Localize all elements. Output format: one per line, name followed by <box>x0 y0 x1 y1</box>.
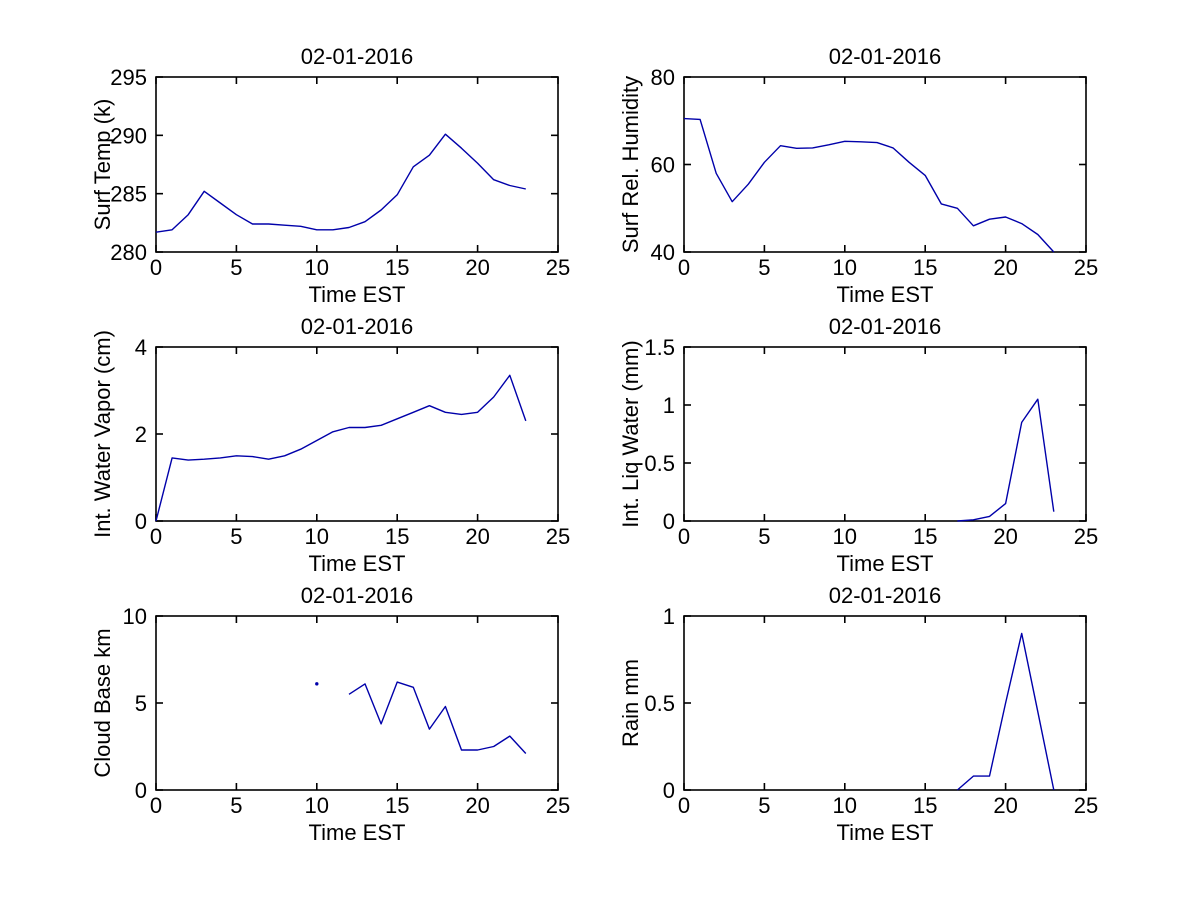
int-liq-water-xtick-label: 0 <box>678 524 690 549</box>
int-water-vapor-xtick-label: 15 <box>385 524 409 549</box>
cloud-base-xtick-label: 0 <box>150 793 162 818</box>
int-liq-water-xtick-label: 20 <box>993 524 1017 549</box>
surf-rel-humidity-xtick-label: 5 <box>758 255 770 280</box>
cloud-base-data-point <box>315 682 319 686</box>
surf-temp-data-line <box>155 133 526 233</box>
rain-ytick-label: 1 <box>663 604 675 629</box>
rain-xtick-label: 0 <box>678 793 690 818</box>
int-water-vapor-title: 02-01-2016 <box>301 314 414 339</box>
cloud-base-data-line <box>348 681 527 754</box>
surf-temp-xtick-label: 15 <box>385 255 409 280</box>
surf-rel-humidity-xtick-label: 15 <box>913 255 937 280</box>
subplot-int-liq-water: 0 5 10 15 20 25 0 0.5 1 1.5 02-01-2016 Time EST Int.… <box>618 314 1098 576</box>
int-liq-water-ytick-label: 0.5 <box>644 451 675 476</box>
cloud-base-ylabel: Cloud Base km <box>90 628 115 777</box>
surf-rel-humidity-xtick-label: 0 <box>678 255 690 280</box>
int-water-vapor-xlabel: Time EST <box>309 551 406 576</box>
surf-rel-humidity-ylabel: Surf Rel. Humidity <box>618 76 643 253</box>
cloud-base-ytick-label: 0 <box>135 778 147 803</box>
int-water-vapor-ytick-label: 0 <box>135 509 147 534</box>
surf-rel-humidity-xlabel: Time EST <box>837 282 934 307</box>
int-liq-water-xtick-label: 10 <box>833 524 857 549</box>
surf-temp-ytick-label: 295 <box>110 65 147 90</box>
int-liq-water-title: 02-01-2016 <box>829 314 942 339</box>
cloud-base-ytick-label: 5 <box>135 691 147 716</box>
int-liq-water-ytick-label: 1 <box>663 393 675 418</box>
int-liq-water-ylabel: Int. Liq Water (mm) <box>618 340 643 527</box>
rain-xtick-label: 10 <box>833 793 857 818</box>
int-liq-water-data-line <box>957 398 1055 522</box>
surf-temp-ylabel: Surf Temp (k) <box>90 99 115 231</box>
int-water-vapor-data-line <box>155 374 527 522</box>
surf-rel-humidity-ytick-label: 40 <box>651 240 675 265</box>
surf-rel-humidity-xtick-label: 10 <box>833 255 857 280</box>
rain-data-line <box>956 632 1055 791</box>
surf-temp-axes-box <box>155 76 559 253</box>
surf-temp-xtick-label: 5 <box>230 255 242 280</box>
subplot-cloud-base: 0 5 10 15 20 25 0 5 10 02-01-2016 Time EST Cloud Ba… <box>90 583 570 845</box>
int-liq-water-xtick-label: 15 <box>913 524 937 549</box>
int-liq-water-ytick-label: 0 <box>663 509 675 534</box>
surf-rel-humidity-ytick-label: 60 <box>651 153 675 178</box>
surf-rel-humidity-ytick-label: 80 <box>651 65 675 90</box>
int-water-vapor-ylabel: Int. Water Vapor (cm) <box>90 330 115 538</box>
surf-rel-humidity-title: 02-01-2016 <box>829 44 942 69</box>
surf-rel-humidity-data-line <box>683 117 1055 253</box>
int-liq-water-xtick-label: 25 <box>1074 524 1098 549</box>
rain-xtick-label: 15 <box>913 793 937 818</box>
cloud-base-xtick-label: 15 <box>385 793 409 818</box>
rain-title: 02-01-2016 <box>829 583 942 608</box>
cloud-base-ytick-label: 10 <box>123 604 147 629</box>
int-water-vapor-ytick-label: 2 <box>135 422 147 447</box>
rain-xlabel: Time EST <box>837 820 934 845</box>
int-water-vapor-xtick-label: 10 <box>305 524 329 549</box>
rain-xtick-label: 20 <box>993 793 1017 818</box>
surf-temp-xtick-label: 20 <box>465 255 489 280</box>
cloud-base-xtick-label: 5 <box>230 793 242 818</box>
surf-temp-xlabel: Time EST <box>309 282 406 307</box>
cloud-base-xtick-label: 10 <box>305 793 329 818</box>
rain-axes-box <box>683 615 1087 791</box>
rain-ytick-label: 0.5 <box>644 691 675 716</box>
surf-rel-humidity-xtick-label: 20 <box>993 255 1017 280</box>
cloud-base-title: 02-01-2016 <box>301 583 414 608</box>
int-water-vapor-xtick-label: 0 <box>150 524 162 549</box>
cloud-base-xtick-label: 20 <box>465 793 489 818</box>
int-liq-water-xtick-label: 5 <box>758 524 770 549</box>
surf-rel-humidity-xtick-label: 25 <box>1074 255 1098 280</box>
int-water-vapor-xtick-label: 20 <box>465 524 489 549</box>
subplot-int-water-vapor: 0 5 10 15 20 25 0 2 4 02-01-2016 Time EST Int. Wate… <box>90 314 570 576</box>
int-water-vapor-xtick-label: 5 <box>230 524 242 549</box>
surf-temp-ytick-label: 285 <box>110 182 147 207</box>
int-liq-water-axes-box <box>683 346 1087 522</box>
surf-temp-xtick-label: 0 <box>150 255 162 280</box>
rain-xtick-label: 5 <box>758 793 770 818</box>
int-water-vapor-ytick-label: 4 <box>135 335 147 360</box>
cloud-base-xlabel: Time EST <box>309 820 406 845</box>
int-liq-water-ytick-label: 1.5 <box>644 335 675 360</box>
surf-temp-title: 02-01-2016 <box>301 44 414 69</box>
rain-ytick-label: 0 <box>663 778 675 803</box>
subplot-rain: 0 5 10 15 20 25 0 0.5 1 02-01-2016 Time EST Rain mm <box>618 583 1098 845</box>
int-liq-water-xlabel: Time EST <box>837 551 934 576</box>
cloud-base-xtick-label: 25 <box>546 793 570 818</box>
rain-ylabel: Rain mm <box>618 659 643 747</box>
subplot-surf-rel-humidity: 0 5 10 15 20 25 40 60 80 02-01-2016 Time EST Surf R… <box>618 44 1098 307</box>
surf-temp-ytick-label: 290 <box>110 123 147 148</box>
subplot-surf-temp: 0 5 10 15 20 25 280 285 290 295 02-01-2016 Time EST… <box>90 44 570 307</box>
surf-temp-xtick-label: 25 <box>546 255 570 280</box>
surf-temp-ytick-label: 280 <box>110 240 147 265</box>
rain-xtick-label: 25 <box>1074 793 1098 818</box>
int-water-vapor-axes-box <box>155 346 559 522</box>
int-water-vapor-xtick-label: 25 <box>546 524 570 549</box>
surf-temp-xtick-label: 10 <box>305 255 329 280</box>
cloud-base-axes-box <box>155 615 559 791</box>
